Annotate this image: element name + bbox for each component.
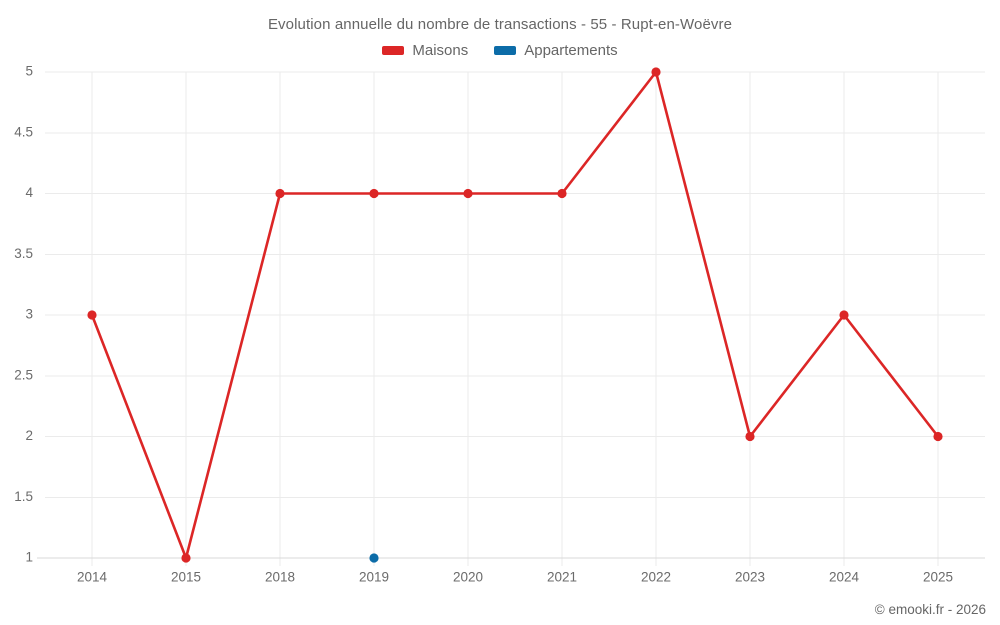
legend-item-appartements[interactable]: Appartements bbox=[494, 42, 618, 59]
y-tick-label: 2.5 bbox=[14, 367, 33, 382]
x-gridlines bbox=[91, 72, 939, 566]
chart-legend: Maisons Appartements bbox=[0, 42, 1000, 59]
y-tick-label: 1 bbox=[25, 550, 33, 565]
data-point-maisons[interactable] bbox=[745, 431, 755, 442]
chart-title: Evolution annuelle du nombre de transact… bbox=[267, 16, 733, 33]
data-point-maisons[interactable] bbox=[181, 553, 191, 563]
data-point-maisons[interactable] bbox=[839, 310, 849, 320]
y-tick-label: 2 bbox=[25, 428, 33, 443]
x-axis-tick-labels: 2014 2015 2018 2019 2020 2021 2022 2023 2024 2025 bbox=[77, 570, 953, 585]
legend-label-appartements: Appartements bbox=[524, 42, 618, 59]
data-point-maisons[interactable] bbox=[933, 431, 943, 442]
y-tick-label: 4.5 bbox=[14, 124, 33, 139]
legend-label-maisons: Maisons bbox=[412, 42, 469, 59]
y-tick-label: 1.5 bbox=[14, 489, 33, 504]
legend-swatch-appartements bbox=[494, 46, 517, 55]
data-point-maisons[interactable] bbox=[651, 67, 661, 77]
y-tick-label: 3.5 bbox=[14, 246, 33, 261]
x-tick-label: 2024 bbox=[829, 570, 860, 585]
legend-item-maisons[interactable]: Maisons bbox=[382, 42, 468, 59]
x-tick-label: 2022 bbox=[641, 570, 671, 585]
x-tick-label: 2015 bbox=[171, 570, 201, 585]
y-tick-label: 5 bbox=[25, 64, 33, 79]
footer-credit: © emooki.fr - 2026 bbox=[874, 602, 986, 617]
x-tick-label: 2023 bbox=[735, 570, 765, 585]
legend-swatch-maisons bbox=[382, 46, 405, 55]
data-point-maisons[interactable] bbox=[369, 188, 379, 199]
data-point-maisons[interactable] bbox=[275, 188, 285, 199]
x-tick-label: 2014 bbox=[77, 570, 108, 585]
x-tick-label: 2018 bbox=[265, 570, 295, 585]
x-tick-label: 2020 bbox=[453, 570, 483, 585]
y-tick-label: 3 bbox=[25, 307, 33, 322]
series-points bbox=[87, 67, 943, 563]
series-line-maisons bbox=[90, 70, 940, 560]
x-tick-label: 2021 bbox=[547, 570, 577, 585]
data-point-maisons[interactable] bbox=[557, 188, 567, 199]
series-lines bbox=[90, 70, 940, 560]
data-point-appartements[interactable] bbox=[369, 553, 379, 563]
x-tick-label: 2019 bbox=[359, 570, 389, 585]
y-tick-label: 4 bbox=[25, 185, 33, 200]
y-gridlines bbox=[45, 71, 985, 559]
data-point-maisons[interactable] bbox=[463, 188, 473, 199]
data-point-maisons[interactable] bbox=[87, 310, 97, 320]
y-axis-tick-labels: 1 1.5 2 2.5 3 3.5 4 4.5 5 bbox=[14, 64, 33, 565]
x-tick-label: 2025 bbox=[923, 570, 953, 585]
